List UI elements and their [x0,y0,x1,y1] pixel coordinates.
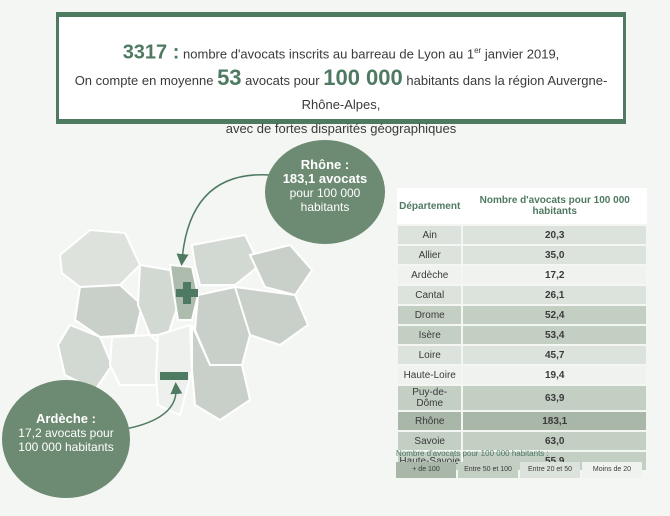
department-name: Ain [395,224,464,246]
legend: + de 100 Entre 50 et 100 Entre 20 et 50 … [396,462,642,478]
rhone-callout-line2: pour 100 000 [289,186,361,200]
minus-icon [160,372,188,380]
table-row: Rhône 183,1 [395,410,648,432]
department-value: 19,4 [461,364,648,386]
population-base: 100 000 [323,65,403,91]
department-value: 63,9 [461,384,648,412]
department-table: Département Nombre d'avocats pour 100 00… [395,188,648,472]
column-header-department: Département [397,188,463,226]
department-name: Puy-de-Dôme [395,384,464,412]
department-value: 183,1 [461,410,648,432]
department-value: 52,4 [461,304,648,326]
headline-line2-start: On compte en moyenne [74,73,214,89]
ardeche-callout: Ardèche : 17,2 avocats pour 100 000 habi… [2,380,130,498]
department-value: 26,1 [461,284,648,306]
table-row: Savoie 63,0 [395,430,648,452]
table-row: Drome 52,4 [395,304,648,326]
department-name: Haute-Loire [395,364,464,386]
table-row: Haute-Loire 19,4 [395,364,648,386]
headline-line1: nombre d'avocats inscrits au barreau de … [183,46,475,62]
department-name: Drome [395,304,464,326]
department-name: Loire [395,344,464,366]
department-value: 35,0 [461,244,648,266]
legend-item-under-20: Moins de 20 [582,462,642,478]
header-box: 3317 : nombre d'avocats inscrits au barr… [56,12,626,136]
map-puy-de-dome [73,283,144,339]
table-row: Loire 45,7 [395,344,648,366]
department-name: Allier [395,244,464,266]
headline-line2-mid: avocats pour [245,73,320,89]
table-row: Isère 53,4 [395,324,648,346]
rhone-callout-line3: habitants [300,200,350,214]
plus-icon [176,282,198,304]
map-ardeche [154,323,194,417]
table-row: Ain 20,3 [395,224,648,246]
table-row: Ardèche 17,2 [395,264,648,286]
ardeche-callout-value: 17,2 avocats pour [18,426,114,440]
map-drome [191,324,252,422]
legend-item-20-50: Entre 20 et 50 [520,462,580,478]
map-allier [58,228,142,289]
rhone-callout-value: 183,1 avocats [282,171,368,186]
legend-title: Nombre d'avocats pour 100 000 habitants … [396,449,549,458]
department-value: 20,3 [461,224,648,246]
department-value: 17,2 [461,264,648,286]
headline-line2-end: habitants dans la région Auvergne-Rhône-… [301,73,608,113]
headline-line1-end: janvier 2019, [484,46,560,62]
table-row: Cantal 26,1 [395,284,648,306]
map-ain [190,233,262,286]
ardeche-callout-line2: 100 000 habitants [18,440,114,454]
headline: 3317 : nombre d'avocats inscrits au barr… [59,39,623,141]
column-header-ratio: Nombre d'avocats pour 100 000 habitants [462,188,647,226]
legend-item-50-100: Entre 50 et 100 [458,462,518,478]
map-haute-savoie [248,243,314,297]
lawyer-count: 3317 : [122,41,180,64]
legend-item-over-100: + de 100 [396,462,456,478]
table-row: Puy-de-Dôme 63,9 [395,384,648,412]
department-name: Isère [395,324,464,346]
rhone-callout: Rhône : 183,1 avocats pour 100 000 habit… [265,140,385,244]
headline-line3: avec de fortes disparités géographiques [225,121,457,137]
ardeche-callout-title: Ardèche : [36,411,96,426]
department-name: Savoie [395,430,464,452]
department-value: 45,7 [461,344,648,366]
rhone-callout-title: Rhône : [300,157,350,172]
table-row: Allier 35,0 [395,244,648,266]
department-name: Ardèche [395,264,464,286]
department-name: Rhône [395,410,464,432]
headline-sup: er [474,46,482,55]
average-count: 53 [217,65,242,91]
region-map [56,228,314,422]
department-value: 53,4 [461,324,648,346]
department-name: Cantal [395,284,464,306]
department-value: 63,0 [461,430,648,452]
